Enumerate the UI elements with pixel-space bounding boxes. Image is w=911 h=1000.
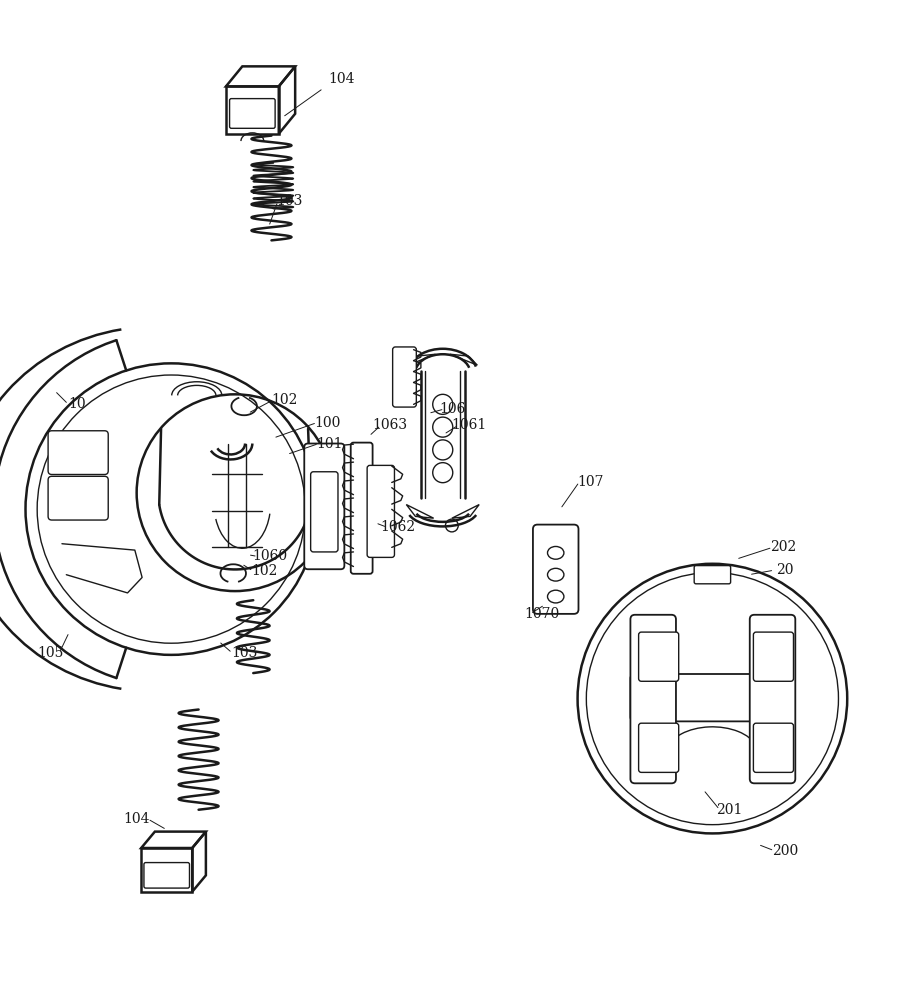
Text: 1063: 1063 — [373, 418, 407, 432]
Text: 202: 202 — [771, 540, 796, 554]
FancyBboxPatch shape — [144, 863, 189, 888]
Text: 1061: 1061 — [452, 418, 486, 432]
Text: 200: 200 — [773, 844, 798, 858]
Text: 1062: 1062 — [381, 520, 415, 534]
Text: 104: 104 — [123, 812, 150, 826]
FancyBboxPatch shape — [639, 723, 679, 772]
Ellipse shape — [548, 568, 564, 581]
Text: 102: 102 — [271, 393, 297, 407]
Text: 101: 101 — [316, 437, 343, 451]
Text: 104: 104 — [328, 72, 355, 86]
FancyBboxPatch shape — [630, 615, 676, 783]
FancyBboxPatch shape — [311, 472, 338, 552]
FancyBboxPatch shape — [750, 615, 795, 783]
FancyBboxPatch shape — [304, 444, 344, 569]
Text: 103: 103 — [277, 194, 302, 208]
Text: 107: 107 — [577, 475, 604, 489]
FancyBboxPatch shape — [393, 347, 416, 407]
Text: 1070: 1070 — [525, 607, 559, 621]
Ellipse shape — [548, 590, 564, 603]
FancyBboxPatch shape — [753, 723, 793, 772]
FancyBboxPatch shape — [48, 431, 108, 474]
FancyBboxPatch shape — [367, 465, 394, 557]
Text: 102: 102 — [251, 564, 277, 578]
Text: 100: 100 — [315, 416, 341, 430]
Text: 1060: 1060 — [252, 549, 287, 563]
Text: 201: 201 — [716, 803, 742, 817]
FancyBboxPatch shape — [753, 632, 793, 681]
FancyBboxPatch shape — [630, 674, 794, 721]
Text: 103: 103 — [231, 646, 257, 660]
FancyBboxPatch shape — [230, 99, 275, 128]
FancyBboxPatch shape — [639, 632, 679, 681]
Text: 20: 20 — [776, 563, 794, 577]
Text: 10: 10 — [68, 397, 87, 411]
Text: 106: 106 — [440, 402, 466, 416]
Ellipse shape — [548, 546, 564, 559]
Text: 105: 105 — [37, 646, 63, 660]
FancyBboxPatch shape — [48, 476, 108, 520]
FancyBboxPatch shape — [533, 525, 578, 614]
FancyBboxPatch shape — [351, 443, 373, 574]
FancyBboxPatch shape — [694, 566, 731, 584]
